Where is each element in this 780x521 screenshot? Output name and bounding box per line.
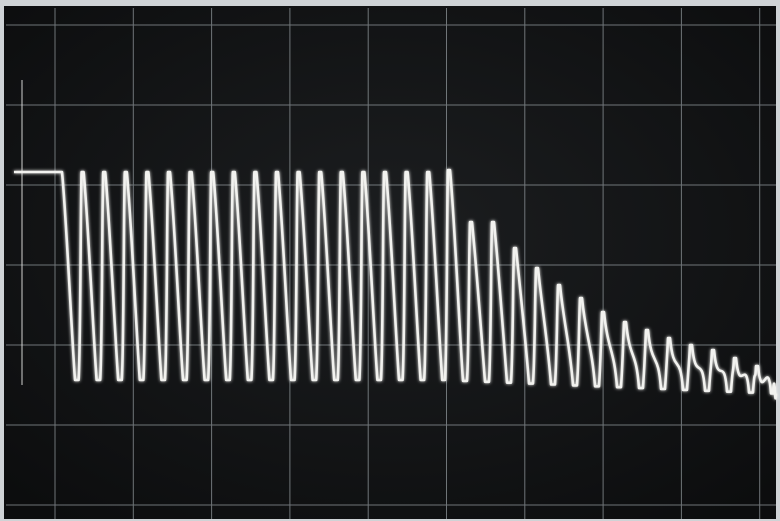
page: {} (() => { const svg = document.getElem… <box>0 0 780 521</box>
oscilloscope-photo <box>0 0 780 521</box>
screen <box>4 6 776 519</box>
